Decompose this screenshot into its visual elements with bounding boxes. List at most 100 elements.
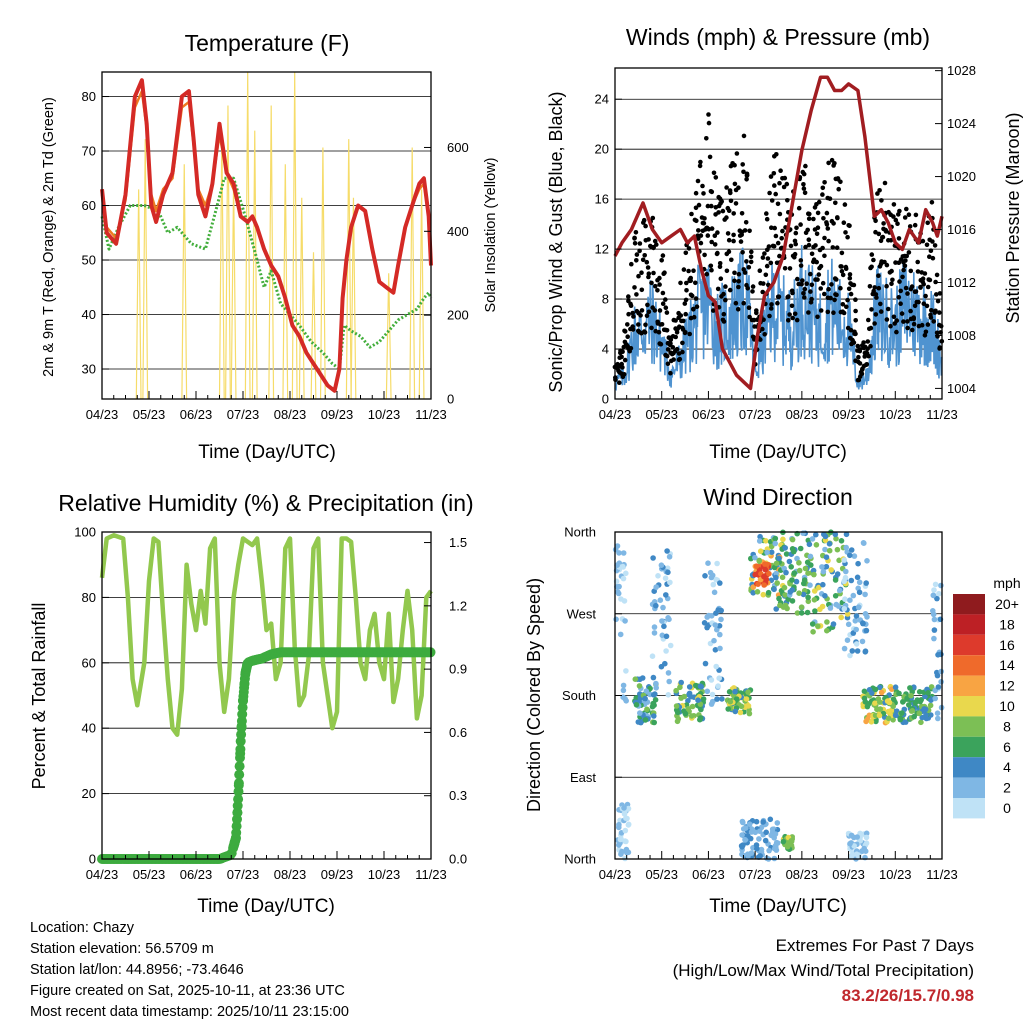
gust-point: [849, 282, 855, 288]
gust-point: [645, 265, 651, 270]
wind-direction-point: [842, 596, 848, 602]
winds-y2-ticks: 1004 1008 1012 1016 1020 1024 1028: [935, 63, 976, 396]
gust-point: [793, 230, 799, 236]
gust-point: [642, 253, 647, 258]
gust-point: [894, 318, 900, 323]
gust-point: [920, 279, 925, 285]
gust-point: [717, 264, 723, 270]
wind-direction-point: [612, 546, 619, 553]
gust-point: [758, 337, 763, 342]
gust-point: [794, 225, 799, 231]
wind-direction-point: [794, 610, 801, 616]
gust-point: [621, 372, 627, 377]
wind-direction-point: [809, 621, 816, 627]
wind-direction-point: [620, 563, 626, 570]
wind-direction-xtick-label: 09/23: [832, 867, 865, 882]
gust-point: [896, 295, 902, 300]
wind-direction-point: [757, 533, 763, 540]
gust-point: [923, 293, 928, 299]
speed-legend-swatch: [953, 655, 985, 676]
gust-point: [903, 285, 909, 291]
wind-direction-point: [783, 551, 790, 557]
wind-direction-point: [653, 680, 659, 687]
wind-direction-point: [620, 550, 627, 556]
wind-direction-point: [824, 627, 830, 634]
wind-direction-point: [739, 844, 745, 850]
gust-point: [766, 244, 772, 249]
wind-direction-point: [855, 604, 862, 611]
wind-direction-point: [752, 554, 758, 561]
gust-point: [872, 285, 877, 290]
wind-direction-point: [935, 715, 941, 722]
wind-direction-point: [667, 579, 673, 586]
wind-direction-point: [624, 849, 630, 856]
gust-point: [818, 263, 824, 269]
wind-direction-point: [726, 689, 733, 695]
wind-direction-point: [822, 537, 829, 544]
gust-point: [747, 314, 752, 320]
gust-point: [709, 239, 714, 245]
gust-point: [668, 341, 673, 346]
gust-point: [796, 205, 802, 211]
gust-point: [924, 303, 930, 309]
wind-direction-point: [649, 703, 656, 710]
gust-point: [805, 227, 810, 233]
speed-legend-label: 4: [1003, 759, 1011, 775]
wind-direction-xtick-label: 06/23: [692, 867, 725, 882]
wind-direction-point: [746, 710, 753, 717]
wind-direction-point: [738, 703, 745, 710]
humidity-y2tick-label: 0.0: [449, 852, 467, 867]
wind-direction-point: [789, 536, 796, 543]
gust-point: [704, 136, 709, 141]
wind-direction-point: [812, 608, 818, 614]
gust-point: [890, 277, 895, 283]
wind-direction-point: [859, 638, 866, 645]
wind-direction-point: [772, 540, 778, 547]
humidity-y2tick-label: 0.9: [449, 662, 467, 677]
humidity-xtick-label: 11/23: [415, 867, 447, 882]
temperature-y2tick-label: 400: [447, 224, 469, 239]
gust-point: [680, 340, 685, 346]
wind-direction-point: [780, 536, 786, 543]
gust-point: [632, 236, 637, 241]
wind-direction-point: [651, 713, 657, 719]
gust-point: [709, 203, 714, 209]
gust-point: [691, 314, 697, 320]
wind-direction-point: [733, 696, 740, 702]
gust-point: [705, 233, 711, 238]
wind-direction-point: [862, 611, 869, 617]
gust-point: [721, 291, 726, 297]
wind-direction-point: [811, 588, 818, 594]
gust-point: [876, 273, 881, 279]
winds-xlabel: Time (Day/UTC): [709, 442, 847, 463]
gust-point: [774, 152, 779, 157]
wind-direction-ytick-label: North: [564, 852, 596, 867]
gust-point: [694, 218, 699, 224]
wind-direction-point: [664, 548, 670, 554]
gust-point: [715, 250, 720, 256]
wind-direction-point: [931, 627, 938, 633]
gust-point: [668, 337, 674, 343]
wind-direction-point: [617, 836, 624, 843]
gust-point: [716, 210, 721, 215]
humidity-xtick-label: 08/23: [274, 867, 307, 882]
gust-point: [853, 308, 858, 314]
wind-direction-point: [907, 685, 913, 691]
gust-point: [712, 242, 718, 247]
insolation-spike: [319, 147, 326, 400]
rainfall-point: [235, 752, 245, 763]
gust-point: [901, 319, 906, 324]
wind-direction-point: [928, 712, 934, 718]
speed-legend-label: 10: [999, 698, 1015, 714]
gust-point: [778, 168, 783, 173]
temperature-xtick-label: 09/23: [321, 407, 354, 422]
wind-direction-point: [878, 689, 885, 696]
gust-point: [773, 191, 778, 197]
wind-direction-point: [714, 626, 720, 633]
gust-point: [792, 251, 798, 257]
wind-direction-point: [856, 579, 863, 586]
gust-point: [706, 112, 711, 117]
speed-legend-swatch: [953, 696, 985, 717]
wind-direction-xtick-label: 11/23: [926, 867, 958, 882]
wind-direction-point: [885, 715, 892, 722]
